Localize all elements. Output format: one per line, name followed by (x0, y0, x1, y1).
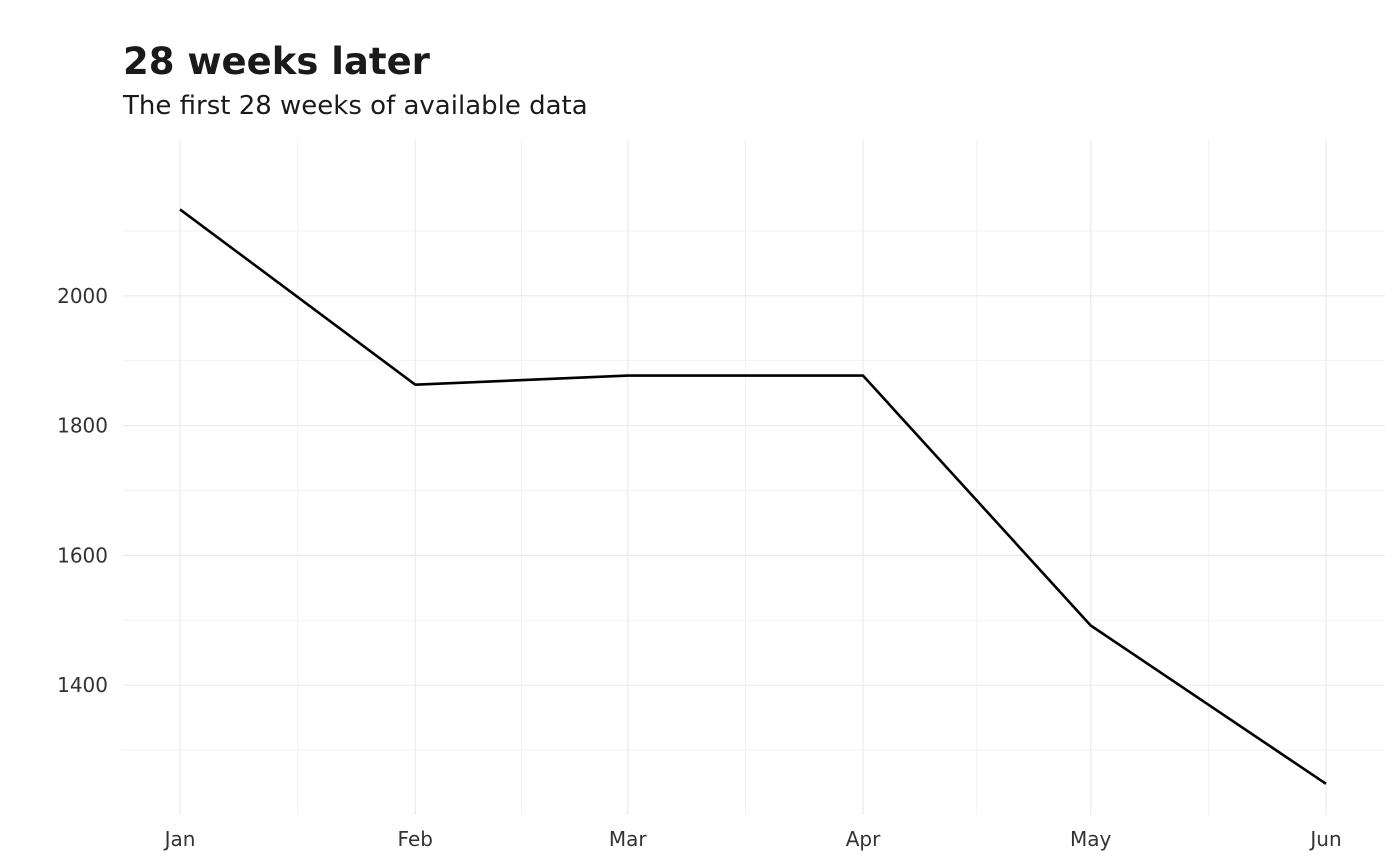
x-tick-label: Jan (163, 827, 196, 851)
chart-title: 28 weeks later (123, 40, 430, 83)
chart-subtitle: The first 28 weeks of available data (123, 91, 588, 121)
y-tick-label: 1400 (57, 673, 108, 697)
y-axis: 1400 1600 1800 2000 (57, 284, 108, 697)
y-tick-label: 1600 (57, 543, 108, 567)
x-tick-label: May (1070, 827, 1112, 851)
x-tick-label: Feb (398, 827, 433, 851)
x-tick-label: Mar (609, 827, 648, 851)
major-gridlines (123, 140, 1385, 815)
series-line (179, 208, 1327, 785)
x-tick-label: Jun (1308, 827, 1341, 851)
minor-gridlines (123, 140, 1385, 815)
x-tick-label: Apr (846, 827, 881, 851)
x-axis: Jan Feb Mar Apr May Jun (163, 827, 1342, 851)
y-tick-label: 2000 (57, 284, 108, 308)
y-tick-label: 1800 (57, 414, 108, 438)
series-layer (179, 208, 1327, 785)
